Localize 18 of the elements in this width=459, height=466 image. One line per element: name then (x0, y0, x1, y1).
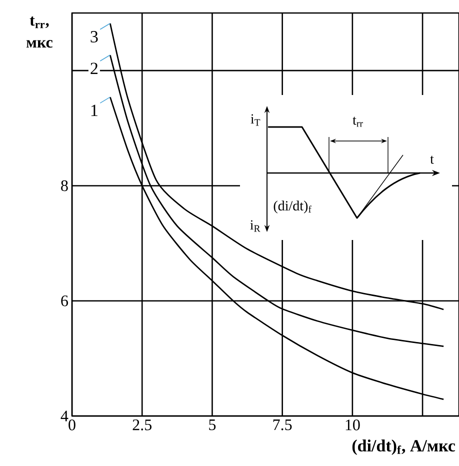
series-label: 2 (90, 62, 98, 74)
series-label: 3 (90, 31, 98, 42)
y-tick-label: 8 (61, 180, 68, 192)
annotation: i$_{R}$ (250, 220, 260, 232)
x-tick-label: 7.5 (273, 420, 292, 430)
annotation: i$_{T}$ (250, 114, 260, 126)
annotation: (di/dt)$_{f}$ (274, 200, 312, 214)
y-tick-label: 4 (60, 410, 68, 422)
x-tick-label: 10 (346, 420, 360, 430)
series-label: 1 (91, 104, 98, 116)
annotation: t$_{rr}$ (352, 116, 363, 127)
y-axis-title: t$_{rr}$, мкс (26, 16, 52, 48)
x-tick-label: 2.5 (132, 420, 152, 430)
x-tick-label: 0 (68, 420, 76, 430)
x-tick-label: 5 (209, 420, 216, 430)
y-tick-label: 6 (61, 295, 68, 306)
annotation: t (430, 156, 434, 164)
x-axis-title: (di/dt)$_{f}$, А/мкс (352, 440, 456, 455)
